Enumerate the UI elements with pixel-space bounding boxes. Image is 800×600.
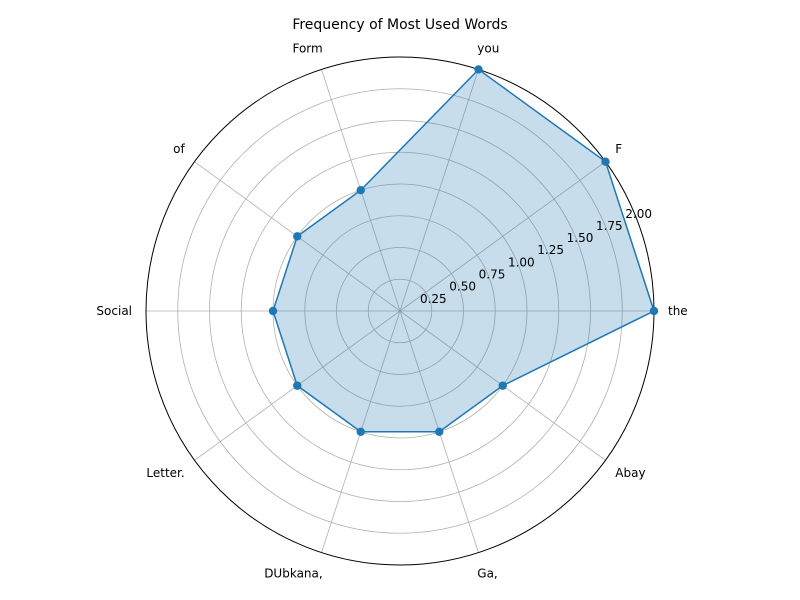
r-tick-label: 2.00 [625,207,652,221]
category-label: the [668,304,688,318]
grid-spoke [399,161,606,312]
data-point [268,306,278,316]
data-point [356,186,365,195]
r-tick-label: 0.25 [420,292,447,306]
data-point [601,157,610,166]
category-label: of [173,142,185,156]
data-point [356,427,365,436]
r-tick-label: 0.50 [449,280,476,294]
data-point [293,381,302,390]
category-label: Letter. [146,466,184,480]
data-point [293,232,302,241]
category-label: DUbkana, [264,566,323,580]
grid-spoke [399,69,479,312]
category-label: Form [292,42,322,56]
category-label: F [615,142,622,156]
data-point [435,427,444,436]
r-tick-label: 1.25 [537,243,564,257]
r-tick-label: 1.50 [567,231,594,245]
data-point [649,306,659,316]
r-tick-label: 0.75 [479,268,506,282]
category-label: Social [96,304,132,318]
category-label: Abay [615,466,645,480]
r-tick-label: 1.00 [508,255,535,269]
chart-title: Frequency of Most Used Words [292,17,507,33]
r-tick-label: 1.75 [596,219,623,233]
category-label: you [477,42,499,56]
data-point [474,65,483,74]
category-label: Ga, [477,566,497,580]
data-point [498,381,507,390]
data-series [268,65,659,436]
series-area [273,69,654,432]
